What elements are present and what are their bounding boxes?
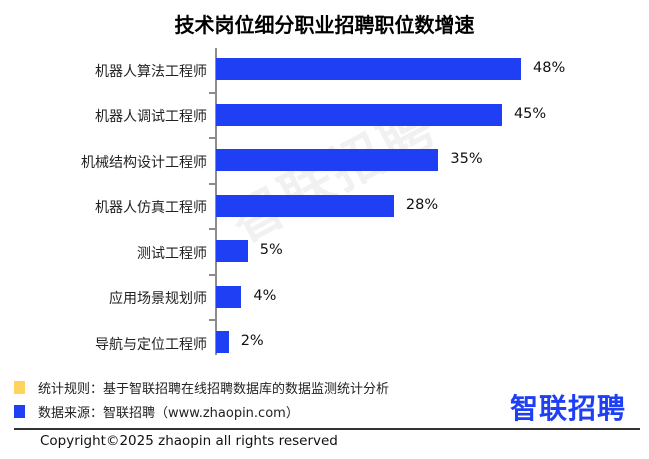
legend-text: 数据来源：智联招聘（www.zhaopin.com） <box>38 406 299 421</box>
legend-text: 统计规则：基于智联招聘在线招聘数据库的数据监测统计分析 <box>38 382 390 397</box>
bar <box>216 240 248 262</box>
category-label: 机械结构设计工程师 <box>81 155 207 171</box>
footer-divider <box>14 428 640 430</box>
chart-title: 技术岗位细分职业招聘职位数增速 <box>174 13 475 37</box>
value-label: 4% <box>253 288 277 304</box>
legend-source: 数据来源：智联招聘（www.zhaopin.com） <box>14 402 299 421</box>
bar <box>216 331 229 353</box>
bar <box>216 195 394 217</box>
category-label: 机器人调试工程师 <box>95 109 207 125</box>
bar <box>216 286 242 308</box>
bar <box>216 58 521 80</box>
axis-tick <box>209 274 215 276</box>
axis-tick <box>209 137 215 139</box>
zhaopin-logo: 智联招聘 <box>510 387 626 427</box>
category-label: 机器人算法工程师 <box>95 64 207 80</box>
bar <box>216 149 439 171</box>
legend-swatch-yellow <box>14 381 25 394</box>
copyright-text: Copyright©2025 zhaopin all rights reserv… <box>40 433 338 449</box>
value-label: 45% <box>513 106 547 122</box>
axis-tick <box>209 228 215 230</box>
axis-tick <box>209 319 215 321</box>
category-label: 测试工程师 <box>137 246 207 262</box>
value-label: 35% <box>450 151 483 167</box>
axis-tick <box>209 92 215 94</box>
category-label: 机器人仿真工程师 <box>95 200 207 216</box>
axis-tick <box>209 183 215 185</box>
category-label: 应用场景规划师 <box>109 291 207 307</box>
value-label: 5% <box>259 242 283 258</box>
legend-rule: 统计规则：基于智联招聘在线招聘数据库的数据监测统计分析 <box>14 378 389 397</box>
category-label: 导航与定位工程师 <box>95 337 207 353</box>
value-label: 28% <box>405 197 439 213</box>
legend-swatch-blue <box>14 405 25 418</box>
logo-text: 智联招聘 <box>510 392 627 425</box>
value-label: 2% <box>240 333 264 349</box>
value-label: 48% <box>533 60 566 76</box>
bar <box>216 104 502 126</box>
y-axis-line <box>215 48 217 355</box>
